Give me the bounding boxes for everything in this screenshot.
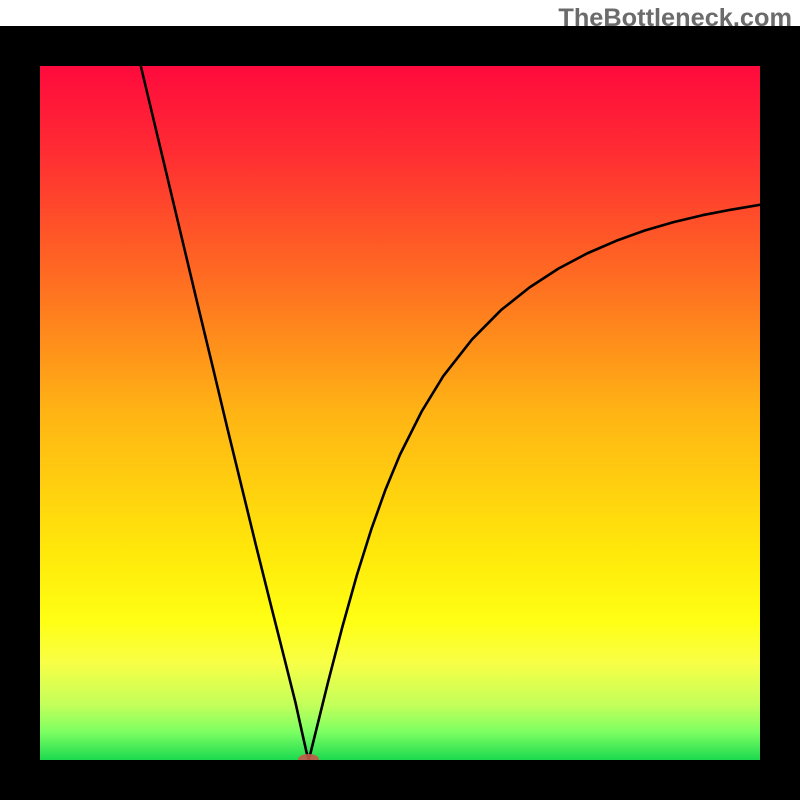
curve-path (141, 66, 760, 760)
chart-canvas: TheBottleneck.com (0, 0, 800, 800)
plot-area (40, 66, 760, 760)
frame-border-left (0, 26, 40, 800)
watermark-label: TheBottleneck.com (558, 4, 792, 33)
frame-border-bottom (0, 760, 800, 800)
bottleneck-curve (40, 66, 760, 760)
frame-border-right (760, 26, 800, 800)
chart-frame (0, 26, 800, 800)
minimum-marker (298, 754, 318, 760)
